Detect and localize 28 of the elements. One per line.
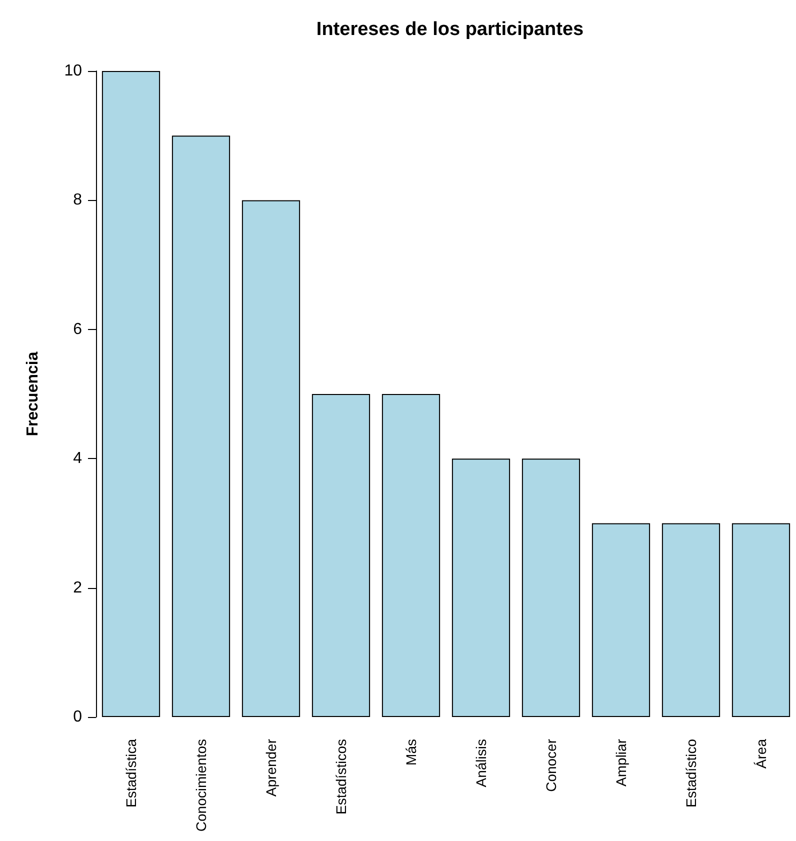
bar — [242, 200, 300, 717]
x-tick-label: Conocimientos — [193, 739, 209, 832]
bar — [522, 458, 580, 717]
x-tick-label: Área — [753, 738, 769, 769]
bar — [662, 523, 720, 717]
y-tick-label: 6 — [73, 320, 82, 338]
bar — [382, 394, 440, 717]
x-tick-label: Análisis — [473, 739, 489, 788]
bar — [312, 394, 370, 717]
x-tick-label: Estadístico — [683, 738, 699, 808]
bar — [172, 136, 230, 717]
y-tick-label: 0 — [73, 708, 82, 726]
y-axis-title: Frecuencia — [24, 352, 42, 436]
x-tick-label: Estadística — [123, 738, 139, 808]
y-tick-label: 2 — [73, 579, 82, 596]
y-tick-label: 10 — [64, 62, 82, 80]
y-tick-label: 4 — [73, 450, 82, 468]
bar — [592, 523, 650, 717]
y-tick-label: 8 — [73, 192, 82, 209]
x-tick-label: Aprender — [263, 738, 279, 797]
x-tick-label: Ampliar — [613, 738, 629, 786]
bar — [732, 523, 790, 717]
x-tick-label: Más — [403, 739, 419, 766]
x-tick-label: Estadísticos — [333, 739, 349, 814]
bar — [452, 458, 510, 717]
chart-title: Intereses de los participantes — [316, 19, 584, 40]
bar — [102, 71, 160, 717]
x-tick-label: Conocer — [543, 738, 559, 792]
